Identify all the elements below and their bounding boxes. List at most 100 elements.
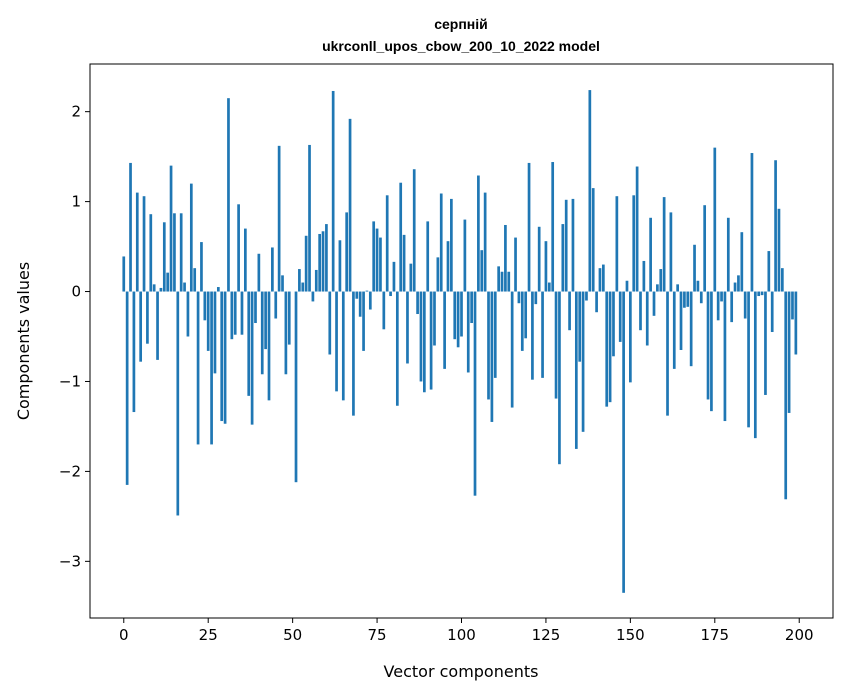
bar-31	[227, 98, 230, 292]
bar-173	[706, 291, 710, 400]
bar-64	[338, 240, 342, 292]
bar-59	[321, 231, 325, 292]
bar-57	[314, 269, 318, 292]
bar-4	[135, 192, 139, 292]
bar-152	[635, 166, 639, 292]
bar-117	[517, 291, 521, 304]
bar-20	[189, 183, 193, 292]
bar-44	[271, 247, 274, 292]
x-tick-label: 200	[785, 626, 814, 644]
bar-128	[554, 291, 558, 399]
bar-48	[284, 291, 288, 375]
bar-36	[244, 228, 247, 292]
bar-15	[173, 213, 176, 292]
bar-82	[399, 182, 403, 292]
bar-27	[213, 291, 217, 374]
bar-84	[406, 291, 409, 364]
bar-124	[541, 291, 544, 378]
bar-18	[183, 282, 186, 292]
bar-157	[652, 291, 656, 316]
bar-41	[260, 291, 264, 375]
bar-76	[379, 237, 382, 292]
bar-162	[669, 212, 673, 292]
bar-58	[318, 233, 322, 292]
bar-33	[233, 291, 237, 335]
bar-141	[598, 268, 602, 292]
bar-103	[470, 291, 473, 324]
bar-164	[676, 284, 679, 292]
bar-90	[426, 221, 430, 292]
bar-8	[149, 214, 153, 292]
y-axis-label: Components values	[14, 262, 33, 420]
bar-1	[125, 291, 129, 485]
bar-116	[514, 237, 517, 292]
bar-130	[561, 224, 565, 292]
bar-145	[612, 291, 615, 357]
bar-144	[608, 291, 612, 403]
bar-24	[203, 291, 207, 321]
bar-28	[216, 287, 220, 292]
bar-133	[571, 198, 575, 292]
bar-105	[477, 175, 480, 292]
bar-10	[156, 291, 159, 360]
bar-49	[287, 291, 291, 345]
x-tick-label: 75	[368, 626, 387, 644]
bar-109	[490, 291, 494, 422]
x-tick-label: 150	[616, 626, 645, 644]
bar-98	[453, 291, 457, 340]
chart-title: серпній	[434, 16, 488, 32]
bar-150	[629, 291, 632, 383]
bar-131	[564, 199, 568, 292]
bar-137	[585, 291, 588, 301]
bar-182	[737, 275, 740, 292]
bar-66	[345, 212, 349, 292]
bar-16	[176, 291, 180, 516]
bar-101	[463, 219, 467, 292]
bar-69	[355, 291, 359, 299]
bar-51	[294, 291, 298, 483]
bar-143	[605, 291, 609, 407]
bar-156	[649, 217, 652, 292]
bar-120	[527, 162, 531, 292]
bar-122	[534, 291, 538, 305]
x-tick-label: 100	[447, 626, 476, 644]
bar-88	[419, 291, 423, 382]
bar-181	[733, 282, 737, 292]
bar-153	[639, 291, 642, 331]
bar-62	[331, 90, 335, 292]
bar-104	[473, 291, 477, 496]
bar-118	[520, 291, 524, 351]
bar-168	[689, 291, 693, 367]
bar-38	[250, 291, 254, 425]
bar-129	[558, 291, 561, 465]
bar-191	[767, 251, 771, 292]
bar-46	[277, 145, 281, 292]
bar-178	[723, 291, 727, 422]
bar-22	[196, 291, 200, 445]
bar-94	[439, 193, 443, 292]
bar-190	[764, 291, 767, 395]
bar-125	[544, 241, 548, 292]
bar-30	[223, 291, 227, 424]
bar-140	[595, 291, 598, 313]
bar-147	[618, 291, 622, 342]
bar-192	[770, 291, 774, 333]
bar-12	[162, 222, 166, 292]
y-tick-label: 2	[71, 103, 81, 121]
bar-43	[267, 291, 271, 401]
y-tick-label: −1	[59, 372, 81, 390]
bar-180	[730, 291, 734, 323]
bar-85	[409, 263, 413, 292]
bar-102	[466, 291, 470, 373]
bar-171	[699, 291, 703, 304]
bar-132	[568, 291, 571, 331]
x-tick-label: 0	[119, 626, 129, 644]
bar-81	[395, 291, 399, 406]
bar-13	[166, 272, 170, 292]
bar-127	[551, 162, 555, 292]
bar-165	[679, 291, 683, 350]
bar-194	[777, 208, 781, 292]
bar-39	[254, 291, 257, 324]
bar-170	[696, 280, 700, 292]
